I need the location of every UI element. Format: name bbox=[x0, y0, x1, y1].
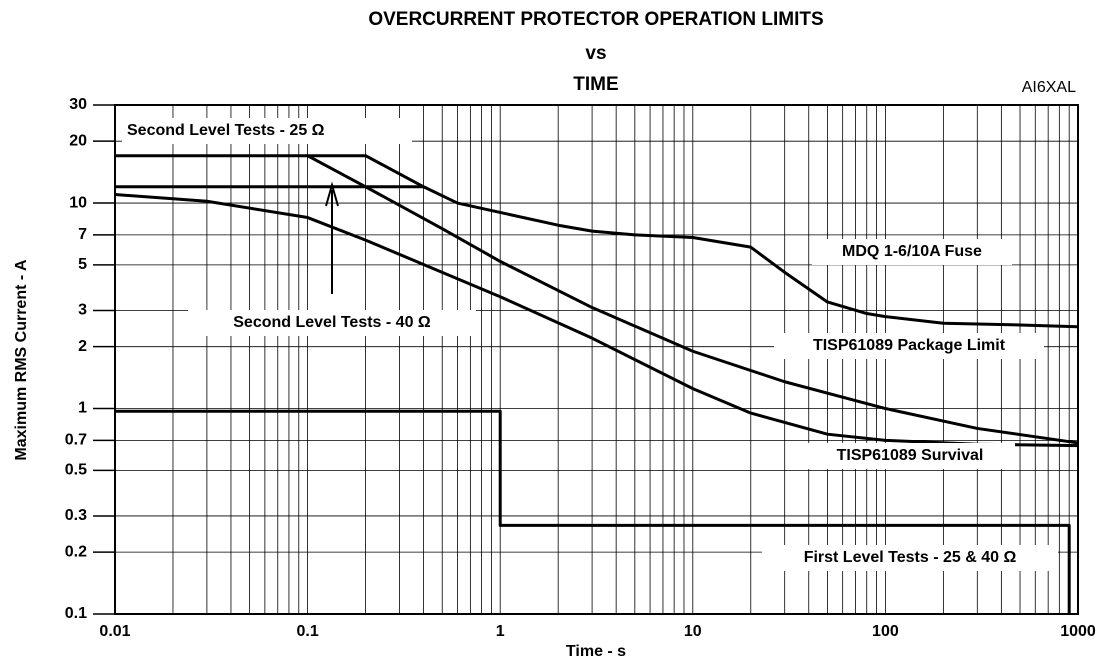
label-bg bbox=[762, 545, 1058, 571]
series-label: TISP61089 Package Limit bbox=[813, 337, 1006, 354]
y-tick-label: 0.3 bbox=[65, 507, 87, 524]
y-tick-label: 30 bbox=[69, 96, 87, 113]
series-label: Second Level Tests - 25 Ω bbox=[127, 122, 325, 139]
x-tick-label: 10 bbox=[684, 623, 702, 640]
label-bg bbox=[122, 118, 412, 144]
y-tick-label: 2 bbox=[78, 338, 87, 355]
x-tick-label: 100 bbox=[872, 623, 899, 640]
y-tick-label: 3 bbox=[78, 302, 87, 319]
arrow bbox=[325, 181, 339, 294]
figure-code: AI6XAL bbox=[1022, 79, 1076, 96]
series-label: Second Level Tests - 40 Ω bbox=[233, 314, 431, 331]
series-label: TISP61089 Survival bbox=[837, 447, 984, 464]
y-tick-label: 10 bbox=[69, 194, 87, 211]
label-bg bbox=[805, 443, 1015, 469]
chart-title: vs bbox=[585, 43, 606, 64]
x-tick-label: 1 bbox=[496, 623, 505, 640]
series-label: MDQ 1-6/10A Fuse bbox=[842, 243, 982, 260]
label-bg bbox=[774, 333, 1044, 359]
x-tick-label: 0.1 bbox=[296, 623, 318, 640]
chart-title: OVERCURRENT PROTECTOR OPERATION LIMITS bbox=[368, 9, 823, 30]
x-tick-label: 1000 bbox=[1060, 623, 1096, 640]
series-label: First Level Tests - 25 & 40 Ω bbox=[804, 549, 1017, 566]
label-bg bbox=[812, 239, 1012, 265]
series-labels: Second Level Tests - 25 Ω Second Level T… bbox=[122, 118, 1058, 571]
chart-title: TIME bbox=[573, 74, 618, 95]
x-tick-label: 0.01 bbox=[99, 623, 130, 640]
series-line bbox=[115, 154, 425, 189]
y-tick-label: 20 bbox=[69, 132, 87, 149]
y-tick-label: 5 bbox=[78, 256, 87, 273]
series-line bbox=[422, 185, 1079, 329]
x-axis-label: Time - s bbox=[566, 643, 626, 660]
y-tick-label: 7 bbox=[78, 226, 87, 243]
lines bbox=[114, 154, 1079, 614]
series-line bbox=[115, 409, 1071, 614]
series-line bbox=[114, 193, 1079, 448]
grid bbox=[114, 104, 1079, 615]
y-axis-label: Maximum RMS Current - A bbox=[13, 259, 30, 461]
y-tick-label: 0.2 bbox=[65, 543, 87, 560]
y-tick-label: 0.1 bbox=[65, 605, 87, 622]
y-tick-label: 0.7 bbox=[65, 432, 87, 449]
y-tick-label: 1 bbox=[78, 400, 87, 417]
series-line bbox=[306, 154, 1079, 445]
arrow-head bbox=[325, 181, 339, 207]
y-tick-label: 0.5 bbox=[65, 462, 87, 479]
plot-frame bbox=[114, 104, 1079, 615]
label-bg bbox=[188, 310, 476, 336]
